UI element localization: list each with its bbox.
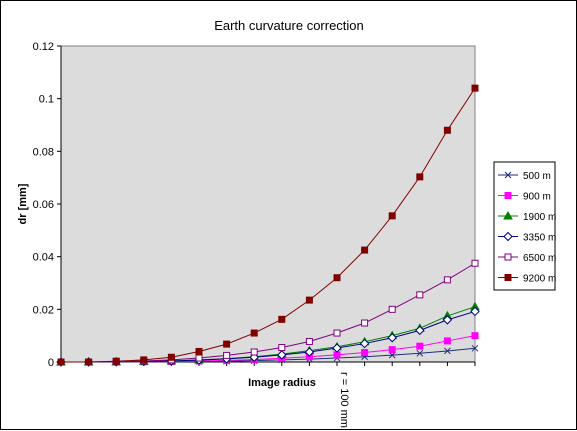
data-point xyxy=(140,356,148,364)
data-point xyxy=(387,333,397,343)
series-line xyxy=(61,262,476,363)
data-point xyxy=(388,212,396,220)
y-tick-label: 0.08 xyxy=(33,146,54,158)
data-point xyxy=(415,325,425,336)
legend: 500 m 900 m 1900 m 3350 m 6500 m 9200 m xyxy=(493,161,556,291)
data-point xyxy=(443,337,451,345)
y-tick-label: 0 xyxy=(48,357,54,369)
legend-entry: 1900 m xyxy=(498,210,556,223)
x-axis xyxy=(60,361,476,366)
data-point xyxy=(333,274,341,282)
data-point xyxy=(112,357,120,365)
data-point xyxy=(361,246,369,254)
data-point xyxy=(503,231,513,242)
chart-title: Earth curvature correction xyxy=(214,18,364,33)
data-point xyxy=(471,344,479,352)
legend-label: 6500 m xyxy=(523,253,556,264)
data-point xyxy=(503,210,513,220)
legend-box xyxy=(493,161,556,291)
data-point xyxy=(504,274,512,281)
data-point xyxy=(304,347,315,357)
legend-entry: 6500 m xyxy=(498,253,556,264)
data-point xyxy=(471,84,479,92)
y-axis: 0 0.02 0.04 0.06 0.08 0.1 0.12 xyxy=(33,41,62,369)
y-tick-label: 0.04 xyxy=(33,252,54,264)
legend-entry: 900 m xyxy=(498,192,551,203)
data-point xyxy=(250,348,258,356)
data-point xyxy=(278,344,286,352)
data-point xyxy=(416,342,424,350)
data-point xyxy=(305,296,313,304)
data-point xyxy=(223,340,231,348)
r-annotation: r = 100 mm xyxy=(338,372,350,428)
y-axis-title: dr [mm] xyxy=(17,183,29,224)
data-point xyxy=(333,329,341,337)
legend-entry: 500 m xyxy=(498,171,551,182)
data-point xyxy=(332,343,342,353)
data-point xyxy=(470,306,480,317)
data-point xyxy=(305,337,313,345)
data-point xyxy=(57,358,65,366)
data-point xyxy=(388,305,396,313)
y-tick-label: 0.06 xyxy=(33,199,54,211)
data-point xyxy=(361,349,369,357)
legend-label: 1900 m xyxy=(523,212,556,223)
data-point xyxy=(359,338,370,349)
data-point xyxy=(333,351,341,359)
y-tick-label: 0.1 xyxy=(39,94,54,106)
data-point xyxy=(85,358,93,366)
legend-label: 900 m xyxy=(523,192,551,203)
y-tick-label: 0.12 xyxy=(33,41,54,53)
data-point xyxy=(471,332,479,340)
data-point xyxy=(416,349,424,357)
y-tick-label: 0.02 xyxy=(33,304,54,316)
data-point xyxy=(278,315,286,323)
data-point xyxy=(388,351,396,359)
legend-label: 3350 m xyxy=(523,233,556,244)
data-point xyxy=(443,126,451,134)
legend-label: 9200 m xyxy=(523,274,556,285)
series-5 xyxy=(57,84,479,366)
legend-label: 500 m xyxy=(523,171,551,182)
data-point xyxy=(195,347,203,355)
series-group xyxy=(56,84,480,367)
plot-area xyxy=(60,45,476,363)
data-point xyxy=(277,350,287,360)
data-point xyxy=(250,329,258,337)
data-point xyxy=(195,354,203,362)
data-point xyxy=(504,253,512,261)
data-point xyxy=(471,259,479,267)
data-point xyxy=(504,171,512,179)
data-point xyxy=(416,291,424,299)
x-axis-title: Image radius xyxy=(248,377,316,389)
data-point xyxy=(167,353,175,361)
legend-entry: 3350 m xyxy=(498,231,556,244)
data-point xyxy=(416,173,424,181)
data-point xyxy=(442,315,453,325)
data-point xyxy=(444,347,451,355)
data-point xyxy=(504,192,512,199)
data-point xyxy=(388,346,396,354)
series-line xyxy=(61,87,476,363)
data-point xyxy=(443,276,451,284)
legend-entry: 9200 m xyxy=(498,274,556,285)
data-point xyxy=(223,351,231,359)
data-point xyxy=(361,319,369,327)
